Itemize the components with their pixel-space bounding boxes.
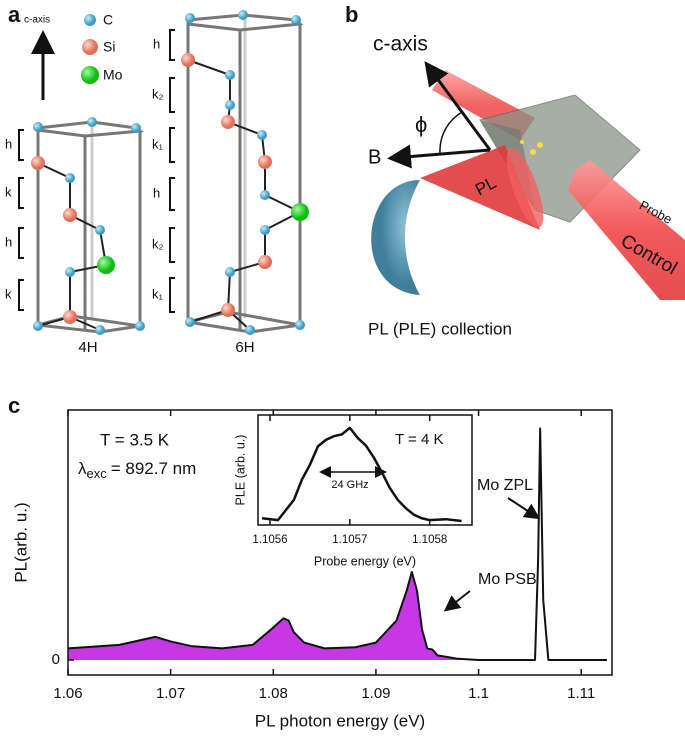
x-tick-label: 1.09 <box>361 685 390 702</box>
arrow <box>443 590 471 612</box>
arrow <box>507 497 541 520</box>
panel-label: b <box>345 2 358 27</box>
layer-label: k₁ <box>152 286 164 301</box>
x-tick-label: 1.11 <box>567 685 595 702</box>
layer-label: k₂ <box>152 236 164 251</box>
x-tick-label: 1.1 <box>468 685 489 702</box>
y-axis-label: PLE (arb. u.) <box>233 435 247 506</box>
layer-label: k <box>5 286 12 301</box>
layer-label: h <box>153 185 160 200</box>
x-tick-label: 1.1058 <box>412 534 447 546</box>
plot-frame <box>67 409 613 676</box>
collection-lens <box>371 180 420 295</box>
annotation-part: = 892.7 nm <box>111 459 197 478</box>
legend-c <box>84 14 96 26</box>
panel-a: a c-axis C Si Mo h k h k 4H <box>5 2 309 356</box>
x-tick-label: 1.1057 <box>332 534 367 546</box>
layer-label: k <box>5 184 12 199</box>
polytype-label: 4H <box>78 339 97 356</box>
annotation: T = 4 K <box>395 431 444 448</box>
line <box>67 427 607 661</box>
annotation: λexc = 892.7 nm <box>78 459 196 481</box>
annotation: 24 GHz <box>331 479 368 491</box>
annotation-part: λ <box>78 459 87 478</box>
x-tick-label: 1.06 <box>53 685 82 702</box>
x-tick-label: 1.07 <box>156 685 185 702</box>
x-tick-label: 1.1056 <box>252 534 287 546</box>
panel-label: c <box>8 393 20 418</box>
legend-label: C <box>103 12 113 28</box>
annotation: T = 3.5 K <box>100 430 170 449</box>
annotation: Mo ZPL <box>477 477 533 494</box>
legend-si <box>82 39 98 55</box>
polytype-label: 6H <box>235 339 254 356</box>
legend-label: Si <box>103 39 115 55</box>
legend-label: Mo <box>103 67 123 83</box>
layer-label: h <box>153 36 160 51</box>
c-axis-arrow <box>424 61 492 151</box>
x-axis-label: Probe energy (eV) <box>314 554 416 568</box>
y-axis-label: PL(arb. u.) <box>11 502 30 582</box>
prism-6h <box>181 10 309 335</box>
line <box>261 426 462 523</box>
field-label: B <box>368 146 381 168</box>
layer-label: h <box>5 136 12 151</box>
axis-label: c-axis <box>24 15 50 26</box>
beam-control <box>568 160 685 300</box>
prism-4h <box>31 117 145 335</box>
panel-b: b c-axis ϕ B PL Probe Control PL (PLE) c… <box>345 2 685 338</box>
y-tick-label: 0 <box>52 651 60 668</box>
layer-label: k₁ <box>152 136 164 151</box>
angle-label: ϕ <box>415 112 427 137</box>
x-tick-label: 1.08 <box>259 685 288 702</box>
annotation: Mo PSB <box>478 571 537 588</box>
annotation-part: exc <box>87 466 108 481</box>
layer-label: k₂ <box>152 86 164 101</box>
caption: PL (PLE) collection <box>368 319 512 338</box>
b-field-arrow <box>387 144 491 169</box>
panel-c: c 1.06 1.07 1.08 1.09 1.1 1.11 0 PL photon ener… <box>8 393 613 730</box>
layer-label: h <box>5 234 12 249</box>
axis-label: c-axis <box>373 33 428 56</box>
panel-label: a <box>8 2 21 27</box>
legend-mo <box>81 66 99 84</box>
x-axis-label: PL photon energy (eV) <box>255 711 425 730</box>
plot-frame <box>257 414 473 526</box>
